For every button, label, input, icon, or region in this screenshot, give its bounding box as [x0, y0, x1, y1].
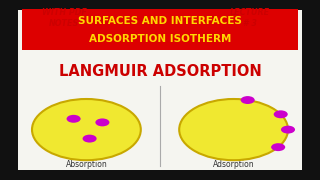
Text: Absorption: Absorption — [66, 160, 107, 169]
Text: SURFACES AND INTERFACES: SURFACES AND INTERFACES — [78, 16, 242, 26]
Circle shape — [67, 115, 81, 123]
Circle shape — [83, 135, 97, 143]
Text: Adsorption: Adsorption — [213, 160, 254, 169]
Text: WITH PDF: WITH PDF — [42, 8, 86, 17]
Circle shape — [95, 118, 109, 126]
Text: LANGMUIR ADSORPTION: LANGMUIR ADSORPTION — [59, 64, 261, 80]
Circle shape — [271, 143, 285, 151]
Circle shape — [241, 96, 255, 104]
Circle shape — [274, 110, 288, 118]
Text: NOTES: NOTES — [49, 19, 79, 28]
FancyBboxPatch shape — [18, 10, 302, 170]
Text: LECTURE: LECTURE — [229, 8, 270, 17]
Circle shape — [281, 126, 295, 134]
FancyBboxPatch shape — [22, 9, 298, 50]
Circle shape — [32, 99, 141, 160]
Text: # 3: # 3 — [243, 19, 257, 28]
Circle shape — [179, 99, 288, 160]
Text: ADSORPTION ISOTHERM: ADSORPTION ISOTHERM — [89, 34, 231, 44]
